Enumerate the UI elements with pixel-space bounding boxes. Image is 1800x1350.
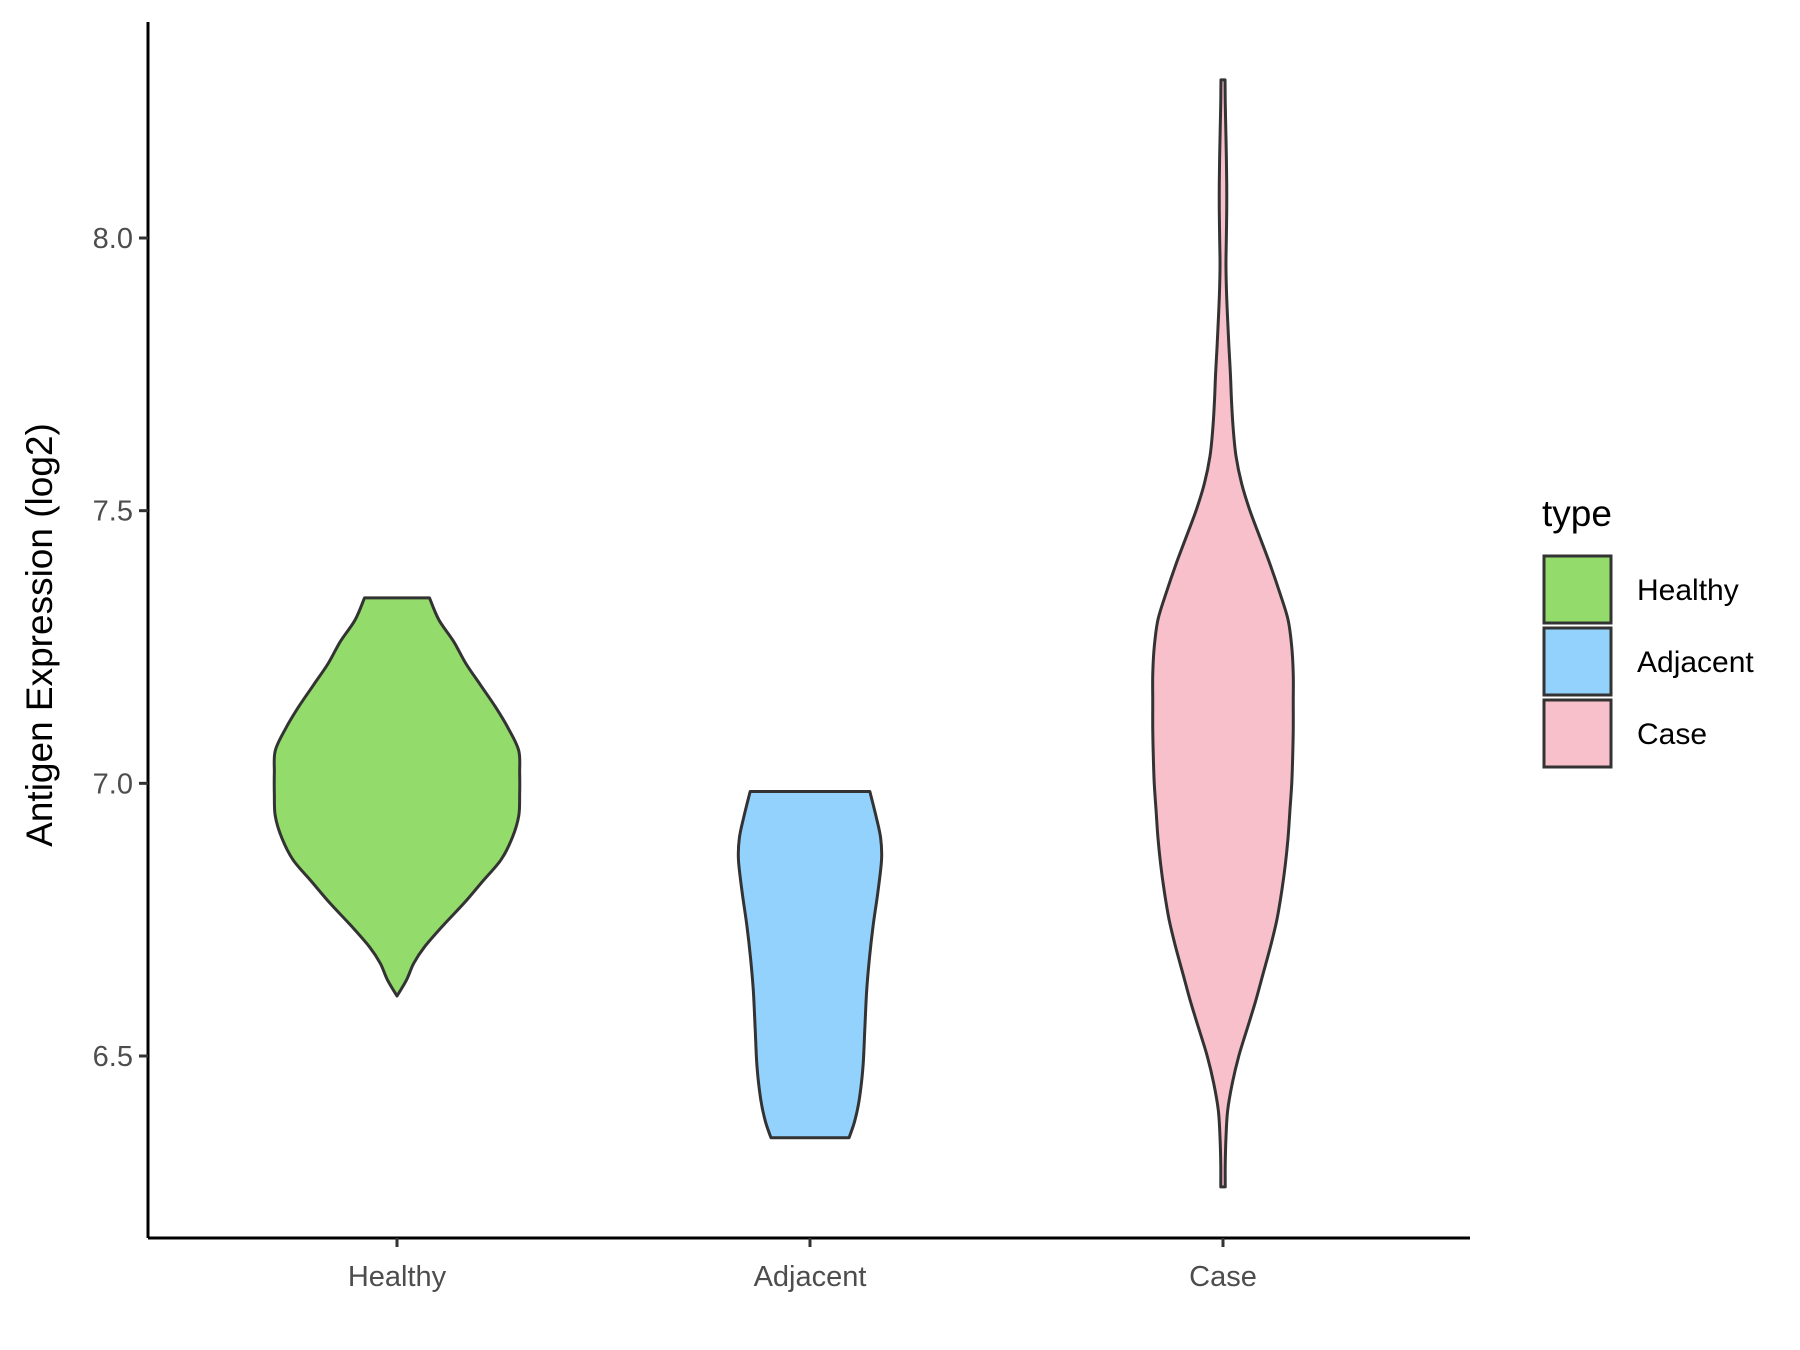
y-tick-label: 6.5 <box>93 1041 133 1073</box>
y-axis-title: Antigen Expression (log2) <box>19 423 60 847</box>
legend-key-healthy <box>1542 554 1613 625</box>
legend-key-case <box>1542 698 1613 769</box>
legend-label-case: Case <box>1637 718 1707 751</box>
x-ticks-group: Healthy Adjacent Case <box>348 1238 1257 1293</box>
y-tick-label: 7.0 <box>93 768 133 800</box>
violin-adjacent <box>736 790 884 1140</box>
x-tick-label-case: Case <box>1189 1261 1257 1293</box>
legend-title: type <box>1542 493 1612 534</box>
violin-case <box>1151 78 1295 1189</box>
y-ticks-group: 6.5 7.0 7.5 8.0 <box>93 223 148 1073</box>
y-tick-label: 8.0 <box>93 223 133 255</box>
violin-healthy <box>272 596 522 998</box>
violins-group <box>272 78 1295 1189</box>
x-tick-label-healthy: Healthy <box>348 1261 447 1293</box>
y-tick-label: 7.5 <box>93 496 133 528</box>
x-tick-label-adjacent: Adjacent <box>754 1261 867 1293</box>
legend: type Healthy Adjacent Case <box>1542 493 1754 769</box>
legend-label-healthy: Healthy <box>1637 574 1739 607</box>
legend-label-adjacent: Adjacent <box>1637 646 1754 679</box>
legend-key-adjacent <box>1542 626 1613 697</box>
